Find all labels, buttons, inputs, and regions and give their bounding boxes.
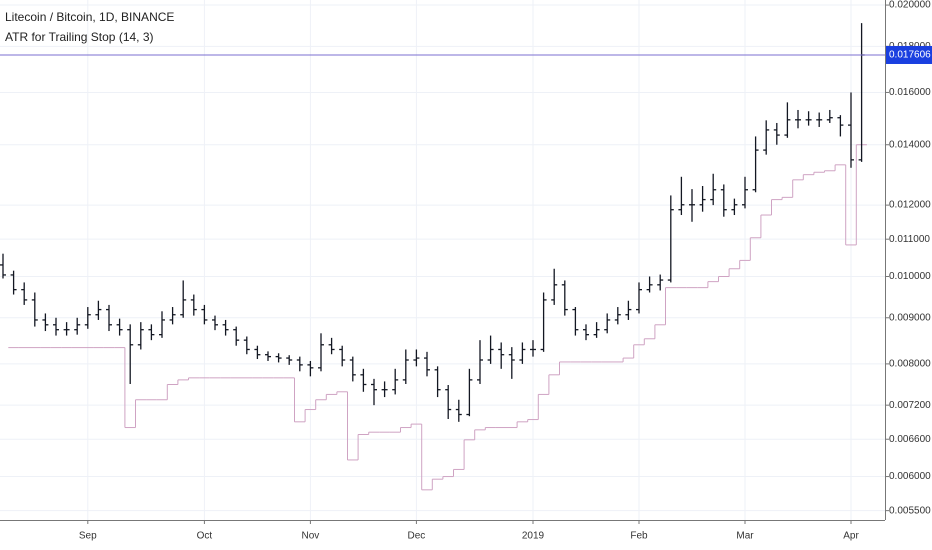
y-tick-label: 0.011000 xyxy=(889,234,930,245)
x-tick-label: 2019 xyxy=(522,531,545,542)
y-tick-label: 0.005500 xyxy=(889,505,931,516)
chart-title: Litecoin / Bitcoin, 1D, BINANCE xyxy=(5,10,174,24)
x-tick-label: Nov xyxy=(302,531,320,542)
axes: 0.0200000.0180000.0160000.0140000.012000… xyxy=(79,0,932,542)
y-tick-label: 0.006000 xyxy=(889,471,931,482)
last-price-label: 0.017606 xyxy=(889,50,931,61)
x-tick-label: Apr xyxy=(843,531,859,542)
y-tick-label: 0.014000 xyxy=(889,139,931,150)
x-tick-label: Dec xyxy=(408,531,426,542)
x-tick-label: Oct xyxy=(197,531,213,542)
y-tick-label: 0.007200 xyxy=(889,400,931,411)
y-tick-label: 0.016000 xyxy=(889,87,931,98)
y-tick-label: 0.012000 xyxy=(889,200,931,211)
indicator-name: ATR for Trailing Stop (14, 3) xyxy=(5,30,154,44)
x-tick-label: Mar xyxy=(736,531,754,542)
y-tick-label: 0.010000 xyxy=(889,271,931,282)
y-tick-label: 0.006600 xyxy=(889,434,931,445)
y-tick-label: 0.020000 xyxy=(889,0,931,11)
plot xyxy=(0,23,885,491)
x-tick-label: Feb xyxy=(630,531,648,542)
grid xyxy=(0,0,885,520)
last-price-box xyxy=(886,45,932,64)
y-tick-label: 0.008000 xyxy=(889,359,931,370)
y-tick-label: 0.009000 xyxy=(889,312,931,323)
x-tick-label: Sep xyxy=(79,531,97,542)
